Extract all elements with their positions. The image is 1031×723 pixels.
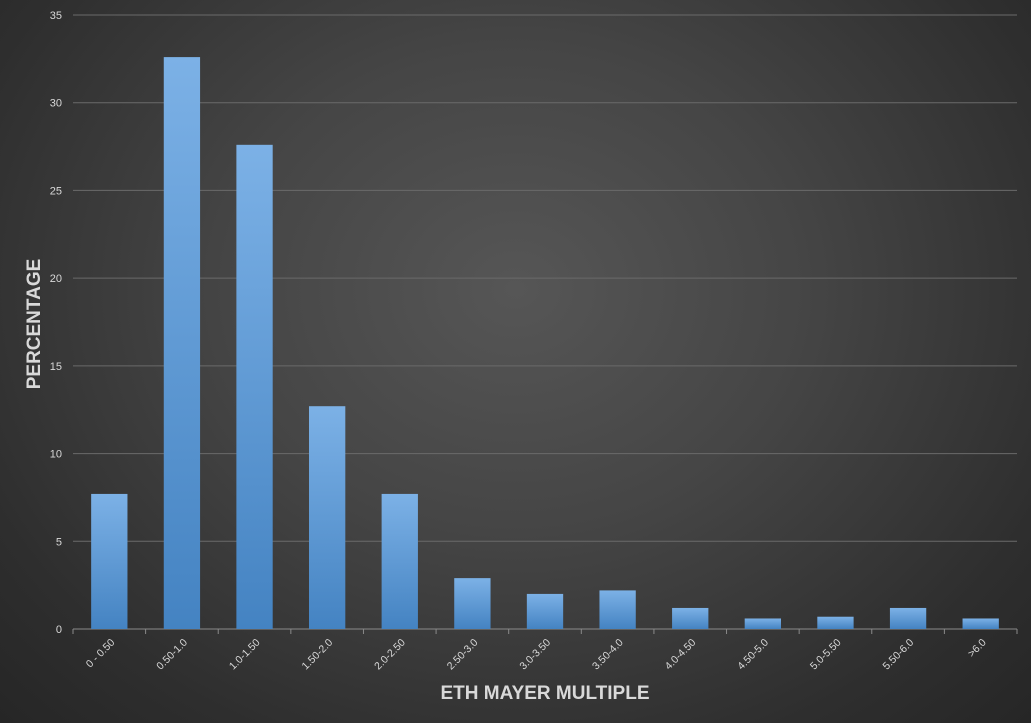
y-tick-label: 15 <box>50 361 62 373</box>
bar <box>744 618 781 629</box>
y-axis-ticks: 0 5 10 15 20 25 30 35 <box>50 10 62 636</box>
x-tick-label: 2.0-2.50 <box>372 637 408 673</box>
y-tick-label: 20 <box>50 273 62 285</box>
x-tick-label: 4.0-4.50 <box>663 637 699 673</box>
bar <box>526 593 564 629</box>
gridlines <box>73 14 1017 630</box>
bar <box>599 590 636 629</box>
x-tick-label: 1.50-2.0 <box>300 637 336 673</box>
x-tick-label: 2.50-3.0 <box>445 637 481 673</box>
x-tick-label: 0 - 0.50 <box>84 637 118 671</box>
x-tick-label: 3.50-4.0 <box>590 637 626 673</box>
x-tick-label: 5.50-6.0 <box>880 637 916 673</box>
bar <box>381 493 418 629</box>
bar <box>163 57 201 630</box>
y-tick-label: 0 <box>56 624 62 636</box>
x-tick-label: 3.0-3.50 <box>517 637 553 673</box>
y-tick-label: 5 <box>56 536 62 548</box>
x-axis-title: ETH MAYER MULTIPLE <box>440 683 649 704</box>
bar <box>309 406 346 629</box>
y-tick-label: 25 <box>50 185 62 197</box>
x-tick-label: 0.50-1.0 <box>154 637 190 673</box>
x-tick-label: 4.50-5.0 <box>735 637 771 673</box>
x-tick-label: >6.0 <box>966 637 989 660</box>
y-tick-label: 35 <box>50 10 62 22</box>
bar <box>236 144 273 629</box>
y-tick-label: 30 <box>50 98 62 110</box>
x-tick-label: 5.0-5.50 <box>808 637 844 673</box>
bar <box>454 578 491 629</box>
bar <box>962 618 999 629</box>
x-axis-ticks: 0 - 0.50 0.50-1.0 1.0-1.50 1.50-2.0 2.0-2.50… <box>72 629 1018 673</box>
y-axis-title: PERCENTAGE <box>24 259 45 390</box>
bars <box>91 57 999 630</box>
bar <box>91 493 128 629</box>
x-tick-label: 1.0-1.50 <box>227 637 263 673</box>
y-tick-label: 10 <box>50 449 62 461</box>
bar <box>889 607 927 629</box>
bar <box>817 616 854 629</box>
bar <box>672 607 709 629</box>
